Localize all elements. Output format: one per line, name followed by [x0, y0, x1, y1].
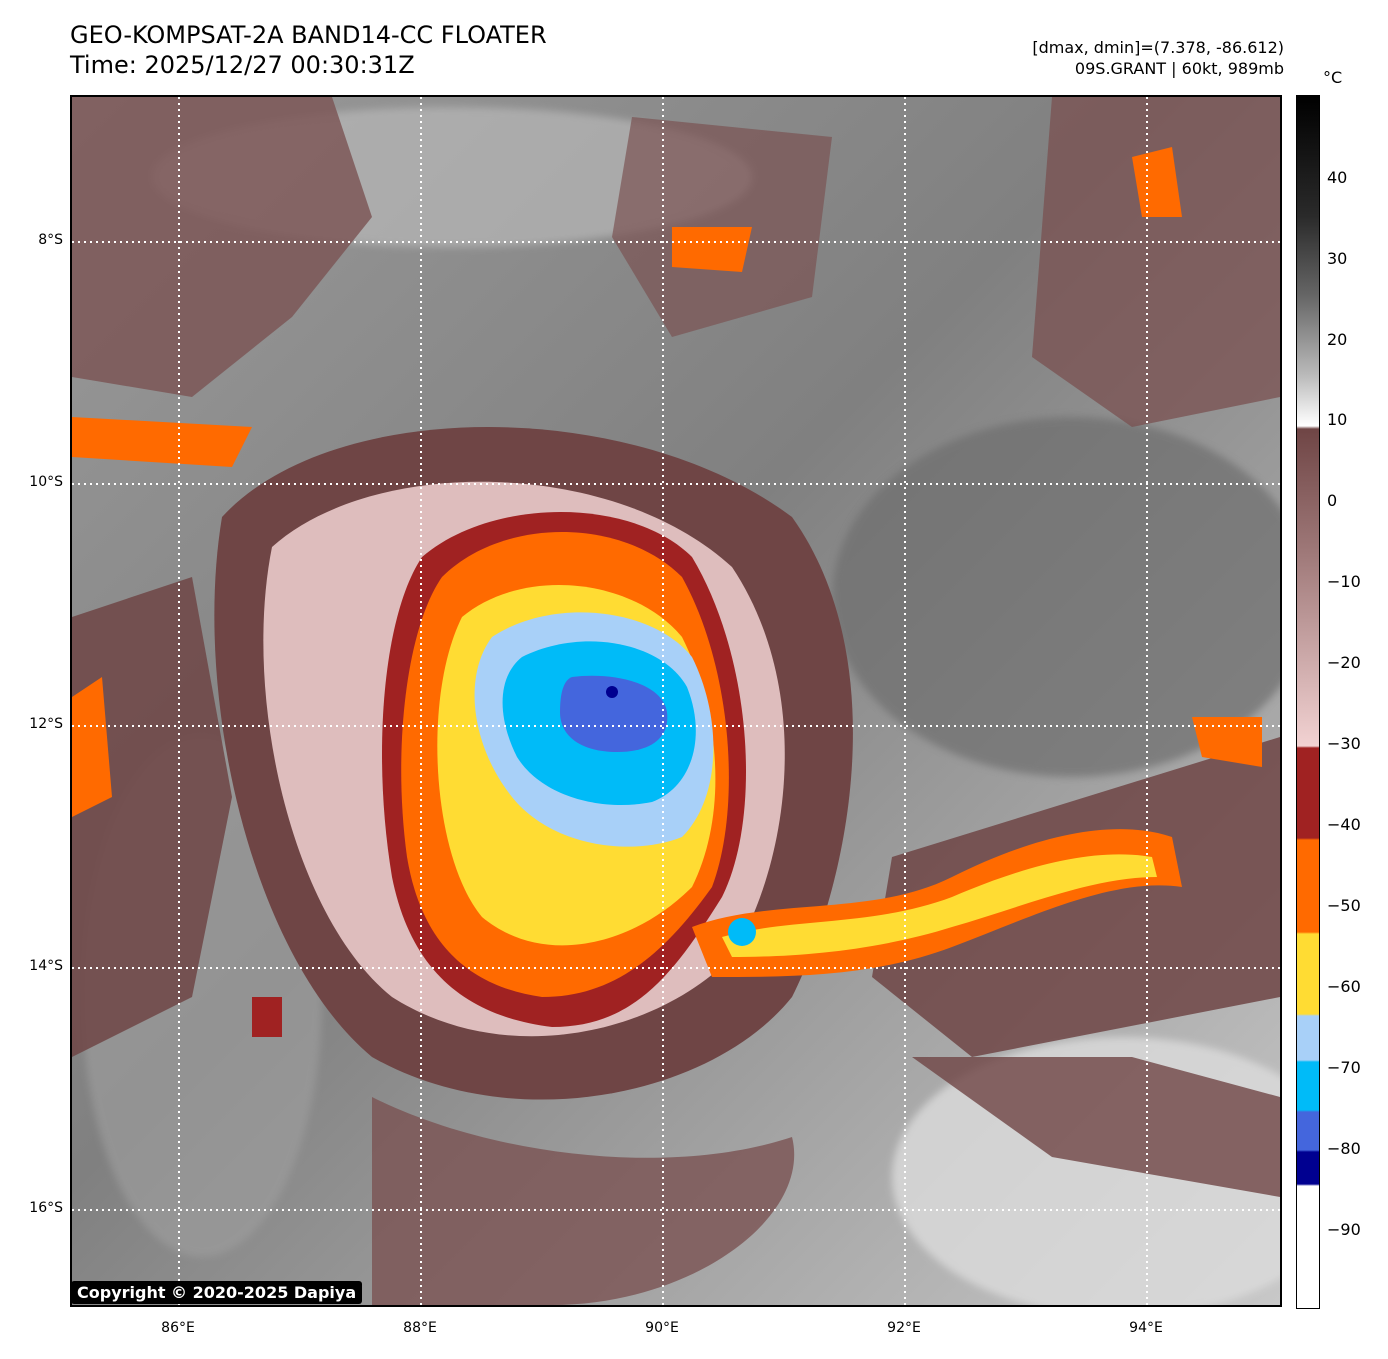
colorbar-tick-minus-70: −70: [1327, 1058, 1361, 1077]
chart-title: GEO-KOMPSAT-2A BAND14-CC FLOATER Time: 2…: [70, 20, 547, 80]
colorbar-tick-minus-80: −80: [1327, 1139, 1361, 1158]
lat-label-14s: 14°S: [29, 958, 63, 974]
satellite-map: [70, 95, 1282, 1307]
colorbar-tick-minus-20: −20: [1327, 653, 1361, 672]
title-line-1: GEO-KOMPSAT-2A BAND14-CC FLOATER: [70, 21, 547, 49]
colorbar-tick-0: 0: [1327, 491, 1338, 510]
colorbar-tick-30: 30: [1327, 249, 1348, 268]
storm-info: [dmax, dmin]=(7.378, -86.612) 09S.GRANT …: [1032, 37, 1284, 79]
lon-label-86e: 86°E: [161, 1320, 195, 1336]
lon-label-94e: 94°E: [1129, 1320, 1163, 1336]
copyright-badge: Copyright © 2020-2025 Dapiya: [71, 1281, 363, 1304]
storm-name-text: 09S.GRANT | 60kt, 989mb: [1074, 59, 1284, 78]
lat-label-12s: 12°S: [29, 716, 63, 732]
colorbar-tick-minus-30: −30: [1327, 734, 1361, 753]
lat-label-8s: 8°S: [38, 232, 63, 248]
colorbar-tick-20: 20: [1327, 330, 1348, 349]
colorbar-tick-40: 40: [1327, 168, 1348, 187]
colorbar-tick-10: 10: [1327, 410, 1348, 429]
lat-label-10s: 10°S: [29, 474, 63, 490]
colorbar-tick-minus-10: −10: [1327, 572, 1361, 591]
lon-label-90e: 90°E: [645, 1320, 679, 1336]
dmax-dmin-text: [dmax, dmin]=(7.378, -86.612): [1032, 38, 1284, 57]
lon-label-92e: 92°E: [887, 1320, 921, 1336]
colorbar-tick-minus-40: −40: [1327, 815, 1361, 834]
colorbar-tick-minus-50: −50: [1327, 896, 1361, 915]
colorbar: [1296, 95, 1320, 1309]
lon-label-88e: 88°E: [403, 1320, 437, 1336]
colorbar-tick-minus-90: −90: [1327, 1220, 1361, 1239]
colorbar-tick-minus-60: −60: [1327, 977, 1361, 996]
satellite-imagery: [72, 97, 1280, 1305]
title-line-2: Time: 2025/12/27 00:30:31Z: [70, 51, 415, 79]
colorbar-unit: °C: [1323, 68, 1343, 87]
lat-label-16s: 16°S: [29, 1200, 63, 1216]
